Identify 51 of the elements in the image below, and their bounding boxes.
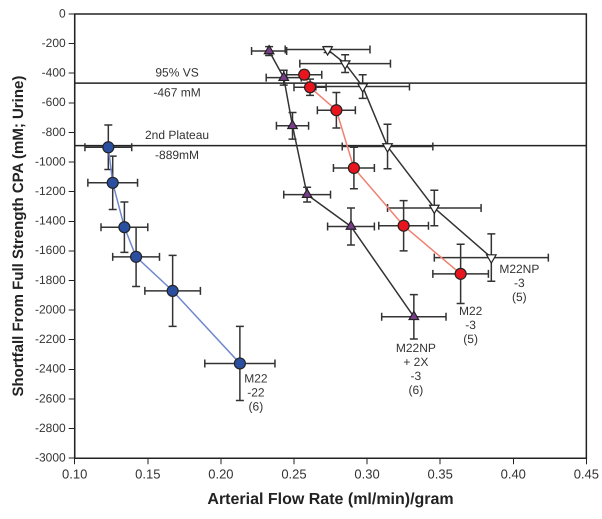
y-tick-label: -600 xyxy=(42,95,66,110)
point xyxy=(357,83,368,93)
x-tick-label: 0.20 xyxy=(208,466,234,482)
point xyxy=(234,357,246,370)
y-tick-label: -1600 xyxy=(34,243,66,258)
y-tick-label: -1200 xyxy=(34,184,66,198)
y-tick-label: -2000 xyxy=(34,302,66,316)
point xyxy=(408,310,420,320)
y-tick-label: -2400 xyxy=(34,362,66,376)
point xyxy=(166,284,179,297)
y-tick-label: -1800 xyxy=(34,272,66,287)
point xyxy=(330,104,342,116)
point xyxy=(118,221,130,234)
point xyxy=(302,188,312,198)
y-tick-label: -200 xyxy=(42,36,66,50)
x-tick-label: 0.35 xyxy=(428,466,453,482)
y-tick-label: -3000 xyxy=(34,450,66,465)
series-label: M22 -22 (6) xyxy=(244,372,268,414)
x-tick-label: 0.10 xyxy=(62,466,88,482)
y-tick-label: -2600 xyxy=(34,391,66,406)
ref-line-label: 2nd Plateau -889mM xyxy=(144,128,210,162)
y-tick-label: -2200 xyxy=(34,332,66,346)
point xyxy=(278,72,290,82)
x-axis-title: Arterial Flow Rate (ml/min)/gram xyxy=(207,490,454,508)
y-axis-title: Shortfall From Full Strength CPA (mM; Urine) xyxy=(10,76,28,397)
text: M22NP + 2X -3 (6) xyxy=(396,341,436,398)
y-tick-label: -2800 xyxy=(34,420,66,435)
point xyxy=(130,250,142,263)
y-tick-label: -800 xyxy=(42,124,66,139)
point xyxy=(346,220,356,230)
point xyxy=(102,141,114,154)
point xyxy=(287,120,298,130)
series-label: M22NP -3 (5) xyxy=(499,262,540,304)
y-tick-label: 0 xyxy=(59,6,66,20)
x-tick-label: 0.30 xyxy=(354,466,380,482)
y-tick-label: -1400 xyxy=(34,214,66,228)
y-tick-label: -400 xyxy=(42,66,66,80)
point xyxy=(382,143,393,153)
text: M22 -3 (5) xyxy=(458,304,483,346)
x-tick-label: 0.45 xyxy=(574,466,600,482)
point xyxy=(340,60,350,70)
x-tick-label: 0.25 xyxy=(281,466,307,482)
x-tick-label: 0.15 xyxy=(135,466,160,482)
x-tick-label: 0.40 xyxy=(500,466,526,482)
point xyxy=(454,268,467,280)
point xyxy=(304,81,316,94)
point xyxy=(398,220,410,232)
y-tick-label: -1000 xyxy=(34,154,66,168)
point xyxy=(106,176,119,189)
ref-line-label: 95% VS -467 mM xyxy=(153,65,201,100)
point xyxy=(348,162,360,174)
